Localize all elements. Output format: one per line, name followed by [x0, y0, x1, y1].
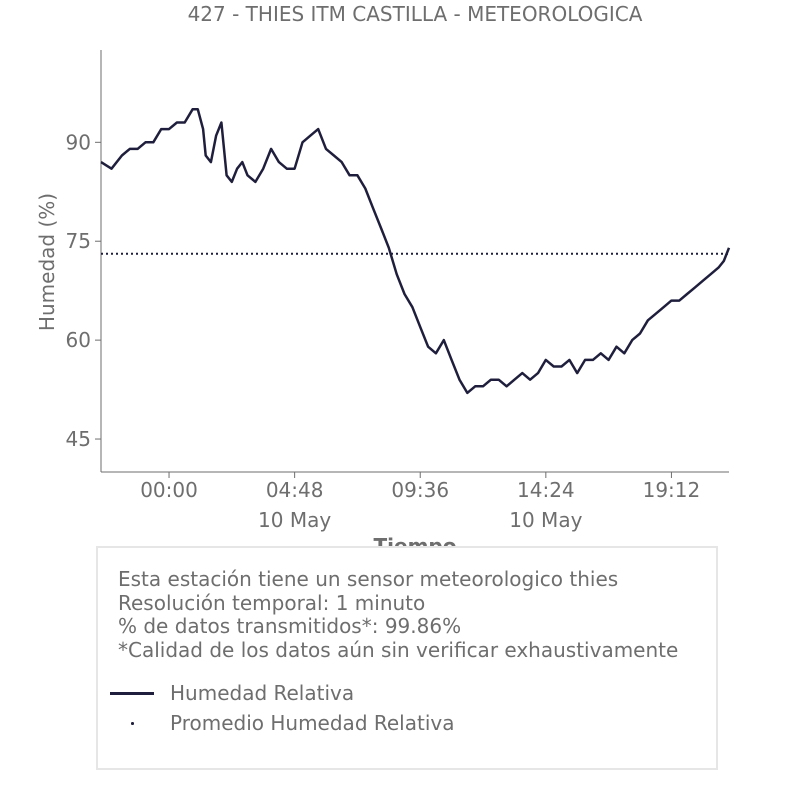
- legend-entry-average: Promedio Humedad Relativa: [110, 711, 670, 735]
- chart-ticks: 45 60 75 90 00:00 04:48 10 May 09:36 14:24 10 May…: [66, 130, 701, 532]
- x-tick-sublabel: 10 May: [509, 508, 582, 532]
- info-line-transmitted: % de datos transmitidos*: 99.86%: [118, 614, 462, 638]
- station-info: Esta estación tiene un sensor meteorolog…: [118, 567, 679, 662]
- chart-title: 427 - THIES ITM CASTILLA - METEOROLOGICA: [188, 2, 643, 26]
- y-tick-label: 75: [66, 229, 91, 253]
- x-tick-label: 00:00: [140, 478, 198, 502]
- x-tick-label: 19:12: [643, 478, 701, 502]
- legend-label-humidity: Humedad Relativa: [170, 681, 355, 705]
- info-line-sensor: Esta estación tiene un sensor meteorolog…: [118, 567, 619, 591]
- x-tick-label: 09:36: [391, 478, 449, 502]
- info-line-quality: *Calidad de los datos aún sin verificar …: [118, 637, 679, 662]
- y-axis-label: Humedad (%): [35, 193, 59, 331]
- legend-dot-icon: [131, 722, 134, 725]
- chart-axes: [100, 50, 729, 473]
- legend-label-average: Promedio Humedad Relativa: [170, 711, 455, 735]
- y-tick-label: 45: [66, 427, 91, 451]
- info-line-resolution: Resolución temporal: 1 minuto: [118, 590, 426, 615]
- humidity-series-line: [100, 108, 731, 395]
- x-tick-label: 04:48: [266, 478, 324, 502]
- x-tick-label: 14:24: [517, 478, 575, 502]
- y-tick-label: 90: [66, 130, 91, 154]
- info-legend-box: Esta estación tiene un sensor meteorolog…: [96, 546, 718, 770]
- x-tick-sublabel: 10 May: [258, 508, 331, 532]
- legend-entry-humidity: Humedad Relativa: [110, 681, 670, 705]
- y-tick-label: 60: [66, 328, 91, 352]
- legend-solid-line-icon: [110, 692, 154, 695]
- chart-plot-area: [100, 108, 731, 395]
